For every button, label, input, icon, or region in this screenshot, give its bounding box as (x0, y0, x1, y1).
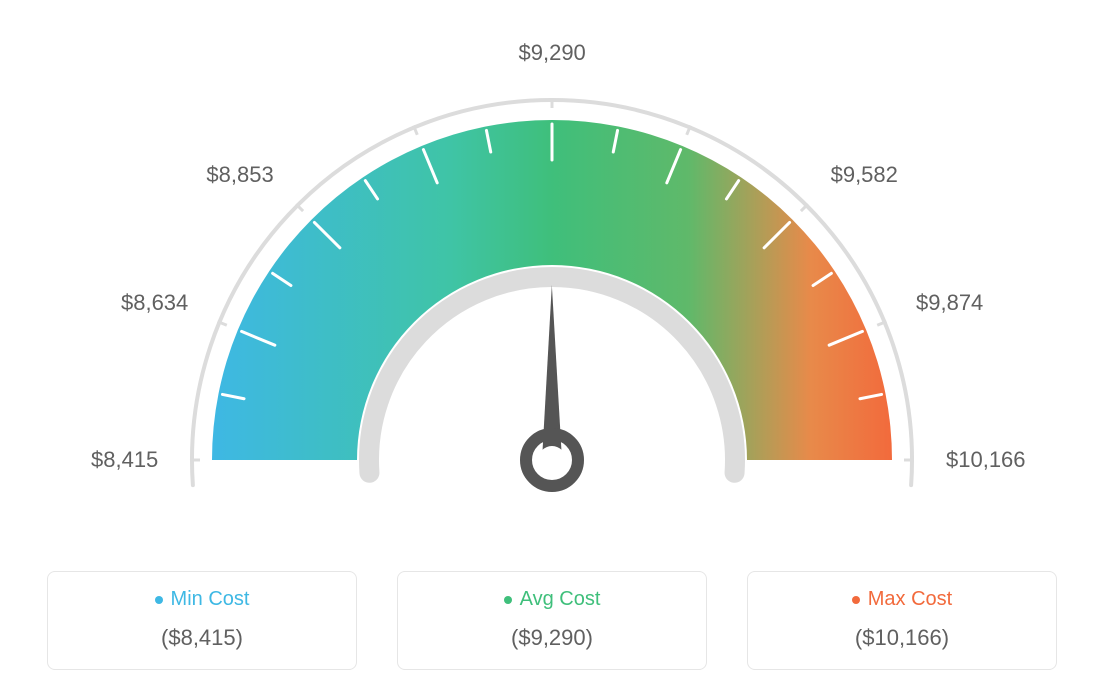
legend-card-min: Min Cost ($8,415) (47, 571, 357, 670)
legend-card-avg: Avg Cost ($9,290) (397, 571, 707, 670)
legend-title-text: Min Cost (171, 588, 250, 611)
gauge-tick-label: $8,415 (91, 447, 158, 473)
legend-title-max: Max Cost (852, 588, 952, 611)
legend-title-min: Min Cost (155, 588, 250, 611)
gauge-tick-label: $9,290 (519, 40, 586, 66)
gauge-tick-label: $9,582 (831, 162, 898, 188)
legend-dot-min (155, 596, 163, 604)
legend-value-min: ($8,415) (68, 625, 336, 651)
legend-card-max: Max Cost ($10,166) (747, 571, 1057, 670)
legend-row: Min Cost ($8,415) Avg Cost ($9,290) Max … (0, 571, 1104, 670)
gauge-tick-label: $8,853 (206, 162, 273, 188)
gauge-chart (132, 40, 972, 550)
gauge-container: $8,415 $8,634 $8,853 $9,290 $9,582 $9,874 $10,… (0, 0, 1104, 560)
gauge-tick-label: $10,166 (946, 447, 1026, 473)
gauge-tick-label: $9,874 (916, 290, 983, 316)
legend-title-text: Avg Cost (520, 588, 601, 611)
legend-title-avg: Avg Cost (504, 588, 601, 611)
legend-value-max: ($10,166) (768, 625, 1036, 651)
legend-title-text: Max Cost (868, 588, 952, 611)
legend-dot-avg (504, 596, 512, 604)
gauge-tick-label: $8,634 (121, 290, 188, 316)
legend-value-avg: ($9,290) (418, 625, 686, 651)
legend-dot-max (852, 596, 860, 604)
